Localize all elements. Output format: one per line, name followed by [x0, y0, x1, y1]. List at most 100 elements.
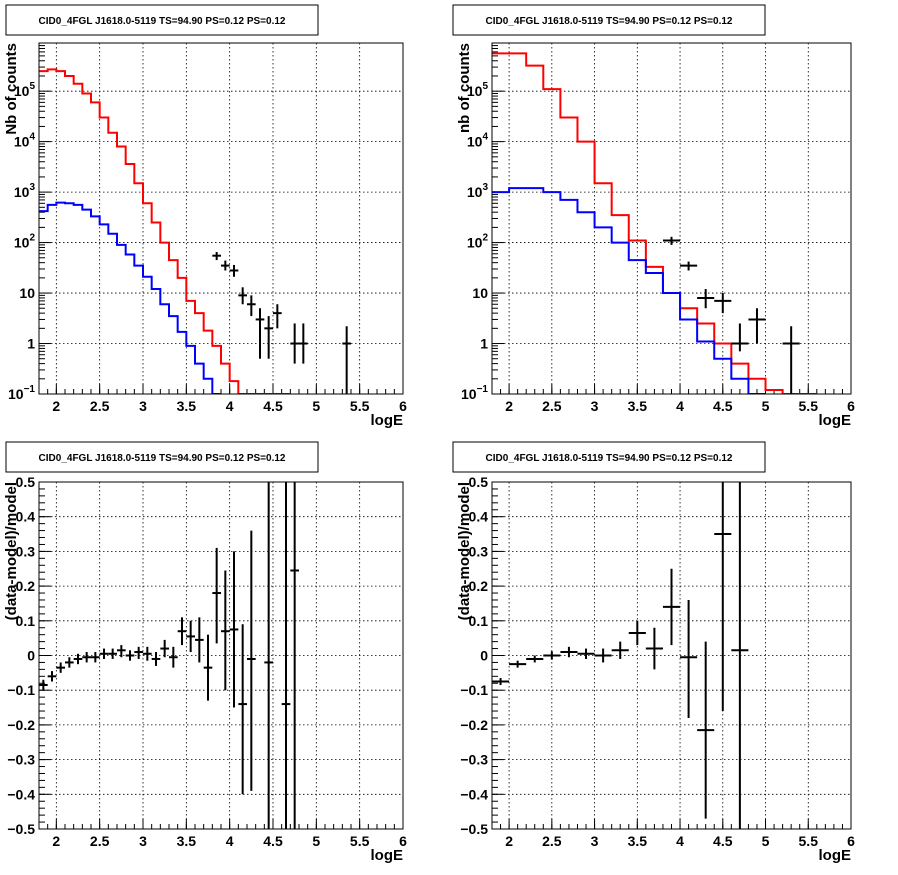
data-point: [39, 679, 48, 691]
data-point: [299, 323, 308, 364]
x-tick-label: 2.5: [542, 398, 562, 414]
x-tick-label: 4: [676, 833, 684, 849]
x-tick-label: 4: [676, 398, 684, 414]
x-tick-label: 2.5: [90, 398, 110, 414]
chart-panel-2: 2 2.5 3 3.5 4 4.5 5 5.5 610−1110102103104105logE…: [452, 4, 855, 429]
y-tick-exponent: 3: [482, 182, 488, 193]
data-point: [91, 652, 100, 663]
y-tick-label: 0.4: [16, 509, 36, 525]
x-axis: 2 2.5 3 3.5 4 4.5 5 5.5 6: [491, 43, 855, 414]
data-point: [290, 482, 299, 829]
chart-title: CID0_4FGL J1618.0-5119 TS=94.90 PS=0.12 …: [39, 16, 286, 27]
x-tick-label: 4.5: [713, 833, 733, 849]
plot-frame: [491, 42, 852, 395]
data-point: [264, 482, 273, 829]
y-tick-exponent: −1: [24, 384, 36, 395]
y-tick-label: 103: [467, 182, 489, 200]
x-tick-label: 3: [591, 833, 599, 849]
y-tick-label: 0.2: [16, 578, 36, 594]
data-point: [680, 599, 698, 718]
data-point: [290, 323, 299, 364]
data-point: [238, 287, 247, 305]
data-point: [577, 648, 595, 659]
data-point: [73, 653, 83, 665]
y-tick-label: 10−1: [461, 384, 488, 402]
x-tick-label: 5: [762, 833, 770, 849]
x-tick-label: 5: [312, 833, 320, 849]
data-point: [238, 624, 247, 795]
title-box: [452, 4, 766, 36]
x-tick-label: 6: [399, 398, 407, 414]
y-tick-base: 10: [14, 134, 30, 150]
title-box: [5, 4, 319, 36]
y-tick-label: −0.1: [460, 682, 488, 698]
y-axis: −0.5 −0.4 −0.3 −0.2 −0.1 0 0.1 0.2 0.3 0.4 0.5: [7, 474, 403, 837]
data-point: [342, 326, 351, 394]
data-point: [177, 617, 187, 646]
data-point: [229, 264, 239, 277]
data-point: [151, 652, 161, 666]
data-point: [680, 261, 698, 271]
y-tick-label: 0.3: [469, 543, 489, 559]
data-point: [143, 646, 152, 661]
data-point: [221, 260, 230, 271]
data-point: [264, 316, 273, 359]
y-tick-label: −0.5: [460, 821, 488, 837]
chart-panel-4: 2 2.5 3 3.5 4 4.5 5 5.5 6 −0.5 −0.4 −0.3 −0.2 −0.1 0 0.…: [452, 441, 855, 864]
y-tick-label: 1: [480, 336, 488, 352]
series-group: [492, 482, 749, 829]
y-tick-label: −0.2: [7, 717, 35, 733]
y-axis-title: (data-model)/model: [456, 482, 473, 620]
y-tick-exponent: 5: [29, 81, 35, 92]
data-point: [748, 308, 766, 344]
chart-panel-3: 2 2.5 3 3.5 4 4.5 5 5.5 6 −0.5 −0.4 −0.3 −0.2 −0.1 0 0.…: [3, 441, 407, 864]
y-tick-label: −0.4: [460, 786, 488, 802]
y-tick-exponent: 2: [482, 233, 488, 244]
x-tick-label: 5: [312, 398, 320, 414]
y-tick-label: 103: [14, 182, 36, 200]
data-point: [714, 482, 732, 712]
data-point: [160, 639, 169, 658]
data-point: [731, 482, 749, 829]
y-tick-label: 105: [14, 81, 36, 99]
title-box: [5, 441, 319, 473]
x-tick-label: 5.5: [350, 833, 370, 849]
y-tick-label: −0.5: [7, 821, 35, 837]
data-point: [492, 678, 510, 685]
y-tick-exponent: 4: [482, 132, 488, 143]
data-point: [99, 648, 109, 659]
data-point: [47, 671, 57, 682]
histogram-series-2: [39, 201, 221, 394]
x-axis-title: logE: [819, 412, 852, 429]
y-tick-base: 10: [467, 134, 483, 150]
x-tick-label: 3: [139, 833, 147, 849]
y-tick-base: 10: [14, 235, 30, 251]
x-tick-label: 6: [399, 833, 407, 849]
plot-area: [38, 42, 404, 395]
x-tick-label: 3.5: [177, 833, 197, 849]
histogram-series-2: [492, 187, 766, 394]
data-point: [195, 617, 204, 663]
y-tick-exponent: 4: [29, 132, 35, 143]
data-point: [82, 652, 91, 663]
data-point: [108, 648, 117, 659]
data-point: [731, 323, 749, 352]
data-point: [560, 646, 578, 658]
data-point: [169, 646, 178, 668]
x-tick-label: 4: [226, 833, 234, 849]
y-tick-exponent: 5: [482, 81, 488, 92]
y-tick-label: 0.2: [469, 578, 489, 594]
x-tick-label: 3.5: [628, 833, 648, 849]
y-tick-exponent: −1: [477, 384, 489, 395]
data-point: [65, 657, 74, 668]
data-point: [697, 289, 715, 309]
y-tick-base: 10: [461, 386, 477, 402]
x-tick-label: 2: [505, 398, 513, 414]
series-group: [492, 52, 817, 394]
data-point: [714, 293, 732, 314]
y-tick-exponent: 2: [29, 233, 35, 244]
y-tick-base: 10: [14, 83, 30, 99]
